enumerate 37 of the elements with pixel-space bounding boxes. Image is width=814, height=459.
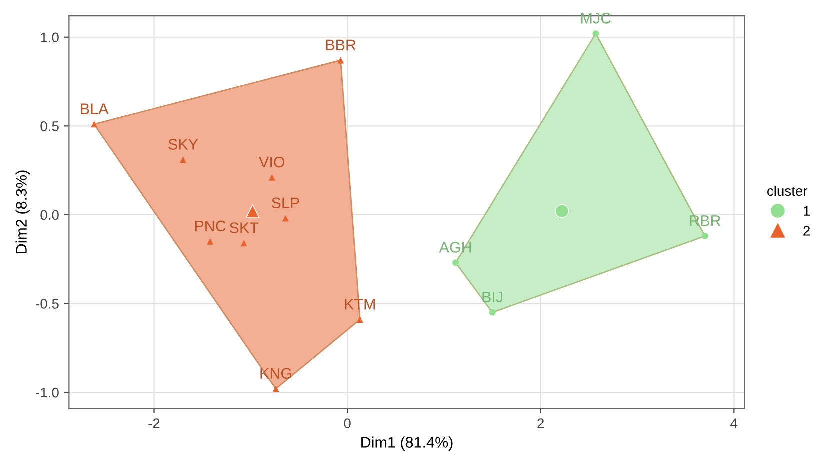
legend-title: cluster <box>768 186 808 196</box>
legend-label: 2 <box>804 226 810 236</box>
point <box>489 309 496 316</box>
annotation: SKT <box>230 222 259 234</box>
annotation: BLA <box>81 104 109 114</box>
x-tick-label: 2 <box>538 418 544 428</box>
annotation: SLP <box>272 198 300 209</box>
annotation: SKY <box>168 139 198 150</box>
annotation: BBR <box>326 40 356 50</box>
x-tick-label: 0 <box>344 418 351 428</box>
y-axis-title: Dim2 (8.3%) <box>16 170 30 254</box>
x-tick-label: -2 <box>148 418 160 428</box>
point <box>246 204 260 218</box>
y-tick-label: 0.0 <box>40 210 59 220</box>
point <box>555 204 570 218</box>
y-tick-label: 0.5 <box>40 121 59 132</box>
point <box>282 215 289 222</box>
point <box>452 260 460 266</box>
point <box>338 57 344 64</box>
point <box>207 238 214 245</box>
annotation: VIO <box>259 156 285 168</box>
point <box>91 121 98 128</box>
y-tick-label: -0.5 <box>36 299 59 309</box>
point <box>702 233 708 240</box>
y-tick-label: -1.0 <box>36 388 59 398</box>
point <box>180 156 186 164</box>
point <box>356 316 364 323</box>
x-axis-title: Dim1 (81.4%) <box>362 436 453 451</box>
y-tick-label: 1.0 <box>41 32 59 43</box>
point <box>592 30 600 38</box>
x-tick-label: 4 <box>730 418 738 428</box>
point <box>268 174 276 181</box>
point <box>272 386 280 392</box>
legend-label: 1 <box>804 206 810 216</box>
annotation: PNC <box>195 220 226 232</box>
annotation: BIJ <box>482 292 502 303</box>
point <box>240 240 248 247</box>
